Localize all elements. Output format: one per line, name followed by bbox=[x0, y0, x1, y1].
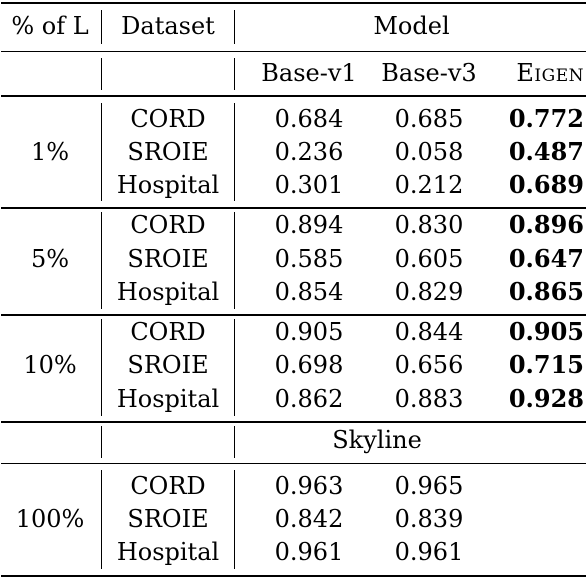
base-v3-cell: 0.605 bbox=[394, 245, 464, 273]
base-v1-cell: 0.698 bbox=[274, 351, 344, 379]
eigen-cell: 0.865 bbox=[508, 277, 584, 306]
group-3-bottom-rule bbox=[1, 421, 586, 423]
dataset-cell: Hospital bbox=[116, 171, 220, 199]
base-v1-cell: 0.894 bbox=[274, 211, 344, 239]
dataset-cell: SROIE bbox=[127, 245, 209, 273]
base-v3-cell: 0.883 bbox=[394, 385, 464, 413]
col-separator bbox=[101, 103, 102, 201]
col-separator bbox=[101, 10, 102, 44]
base-v3-cell: 0.829 bbox=[394, 278, 464, 306]
base-v3-cell: 0.839 bbox=[394, 505, 464, 533]
header-base-v1: Base-v1 bbox=[261, 59, 357, 87]
group-percent: 10% bbox=[23, 351, 77, 379]
base-v3-cell: 0.058 bbox=[394, 138, 464, 166]
base-v1-cell: 0.963 bbox=[274, 472, 344, 500]
base-v1-cell: 0.862 bbox=[274, 385, 344, 413]
base-v1-cell: 0.301 bbox=[274, 171, 344, 199]
eigen-cell: 0.689 bbox=[508, 170, 584, 199]
base-v1-cell: 0.854 bbox=[274, 278, 344, 306]
skyline-label: Skyline bbox=[332, 426, 422, 454]
header-eigen: Eigen bbox=[516, 59, 584, 87]
base-v1-cell: 0.585 bbox=[274, 245, 344, 273]
eigen-cell: 0.928 bbox=[508, 384, 584, 413]
base-v1-cell: 0.842 bbox=[274, 505, 344, 533]
col-separator bbox=[234, 426, 235, 458]
base-v3-cell: 0.844 bbox=[394, 318, 464, 346]
col-separator bbox=[101, 470, 102, 569]
col-separator bbox=[234, 103, 235, 201]
dataset-cell: CORD bbox=[130, 472, 206, 500]
base-v3-cell: 0.656 bbox=[394, 351, 464, 379]
skyline-percent: 100% bbox=[15, 505, 85, 533]
eigen-cell: 0.896 bbox=[508, 210, 584, 239]
eigen-cell: 0.905 bbox=[508, 317, 584, 346]
base-v1-cell: 0.905 bbox=[274, 318, 344, 346]
group-1-bottom-rule bbox=[1, 207, 586, 209]
base-v1-cell: 0.684 bbox=[274, 105, 344, 133]
header-mid-rule bbox=[1, 51, 586, 52]
base-v1-cell: 0.236 bbox=[274, 138, 344, 166]
base-v3-cell: 0.830 bbox=[394, 211, 464, 239]
base-v3-cell: 0.685 bbox=[394, 105, 464, 133]
dataset-cell: Hospital bbox=[116, 385, 220, 413]
group-2-bottom-rule bbox=[1, 314, 586, 316]
dataset-cell: CORD bbox=[130, 318, 206, 346]
dataset-cell: SROIE bbox=[127, 138, 209, 166]
dataset-cell: Hospital bbox=[116, 278, 220, 306]
group-percent: 5% bbox=[30, 245, 70, 273]
dataset-cell: Hospital bbox=[116, 538, 220, 566]
header-model-label: Model bbox=[373, 12, 450, 40]
dataset-cell: SROIE bbox=[127, 505, 209, 533]
dataset-cell: SROIE bbox=[127, 351, 209, 379]
header-percent-label: % of L bbox=[11, 12, 89, 40]
top-rule bbox=[1, 2, 586, 4]
header-base-v3: Base-v3 bbox=[381, 59, 477, 87]
base-v1-cell: 0.961 bbox=[274, 538, 344, 566]
col-separator bbox=[101, 58, 102, 90]
col-separator bbox=[234, 58, 235, 90]
col-separator bbox=[234, 212, 235, 309]
col-separator bbox=[101, 319, 102, 416]
eigen-cell: 0.715 bbox=[508, 350, 584, 379]
col-separator bbox=[234, 319, 235, 416]
col-separator bbox=[101, 426, 102, 458]
dataset-cell: CORD bbox=[130, 211, 206, 239]
eigen-cell: 0.487 bbox=[508, 137, 584, 166]
header-dataset-label: Dataset bbox=[121, 12, 215, 40]
base-v3-cell: 0.961 bbox=[394, 538, 464, 566]
dataset-cell: CORD bbox=[130, 105, 206, 133]
col-separator bbox=[234, 470, 235, 569]
base-v3-cell: 0.212 bbox=[394, 171, 464, 199]
header-bottom-rule bbox=[1, 95, 586, 97]
col-separator bbox=[101, 212, 102, 309]
eigen-cell: 0.647 bbox=[508, 244, 584, 273]
base-v3-cell: 0.965 bbox=[394, 472, 464, 500]
group-percent: 1% bbox=[30, 138, 70, 166]
eigen-cell: 0.772 bbox=[508, 104, 584, 133]
col-separator bbox=[234, 10, 235, 44]
bottom-rule bbox=[1, 575, 586, 577]
skyline-header-rule bbox=[1, 463, 586, 464]
